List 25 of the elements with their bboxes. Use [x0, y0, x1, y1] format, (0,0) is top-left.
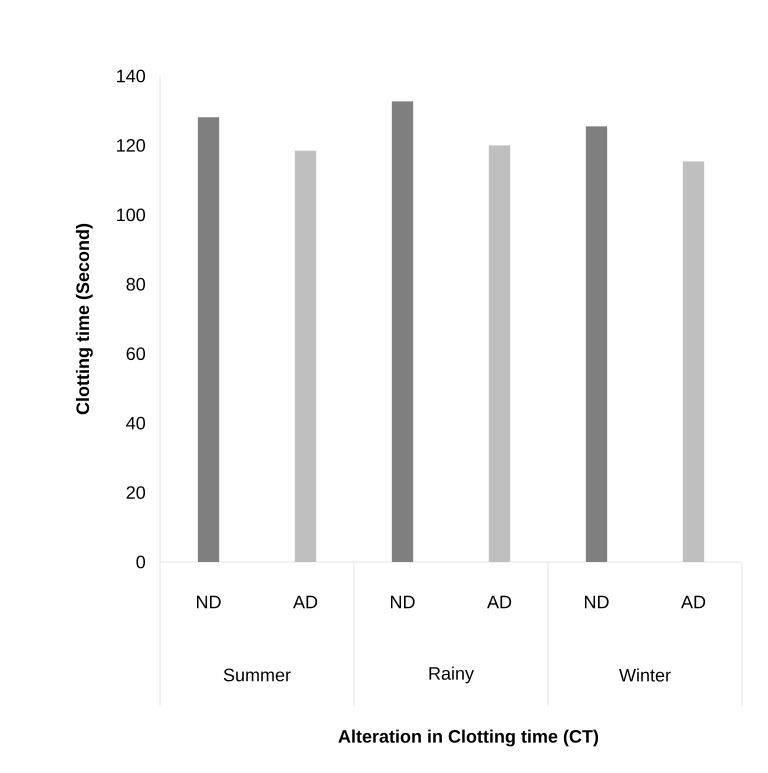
y-tick-label: 20: [126, 486, 146, 499]
x-tick-label: Winter: [619, 668, 671, 682]
y-axis-title: Clotting time (Second): [76, 224, 93, 414]
y-tick-label: 120: [117, 139, 146, 152]
y-tick-label: 0: [136, 556, 146, 568]
y-tick-label: 60: [126, 347, 146, 360]
y-tick-label: 80: [126, 278, 146, 291]
bar: [488, 145, 510, 562]
x-tick-label: Summer: [224, 668, 291, 682]
bar: [198, 117, 220, 562]
series-label: AD: [293, 596, 318, 608]
series-label: ND: [196, 596, 221, 608]
text: ND: [584, 596, 609, 608]
y-tick-label: 100: [117, 208, 146, 222]
y-tick-label: 40: [126, 416, 146, 430]
bar: [586, 126, 608, 562]
x-axis-title: Alteration in Clotting time (CT): [338, 730, 598, 746]
x-tick-label: Rainy: [429, 666, 474, 684]
bar: [294, 150, 316, 562]
bar: [682, 161, 704, 562]
y-tick-label: 140: [117, 70, 146, 82]
text: AD: [487, 596, 512, 608]
bar: [392, 101, 414, 562]
text: ND: [390, 596, 415, 608]
text: AD: [681, 596, 706, 608]
